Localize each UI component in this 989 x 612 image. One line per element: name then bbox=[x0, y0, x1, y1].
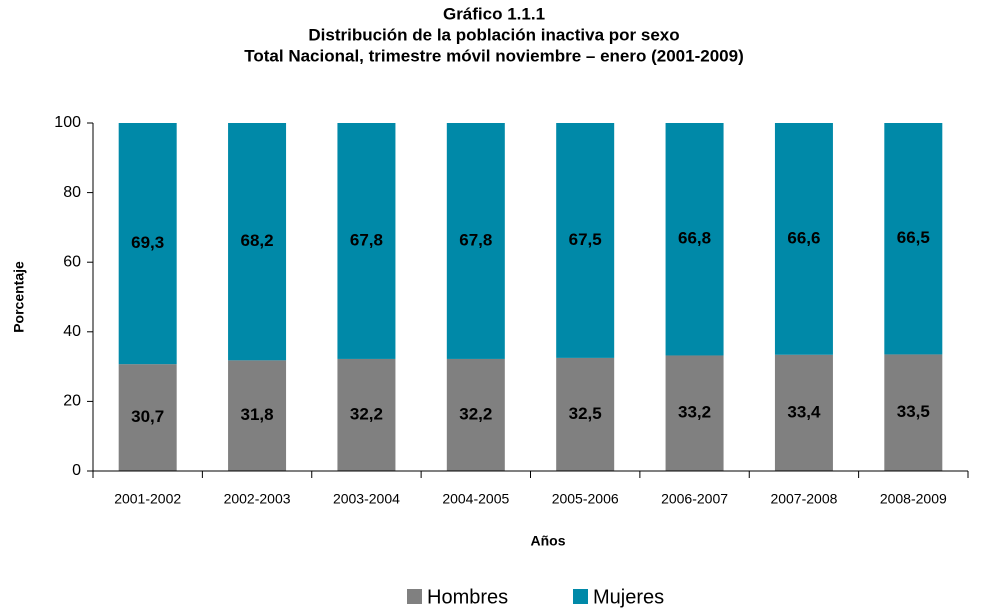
bar-segment bbox=[118, 123, 177, 365]
bar-segment bbox=[118, 364, 177, 471]
x-tick-label: 2002-2003 bbox=[224, 491, 291, 507]
chart-subtitle: Total Nacional, trimestre móvil noviembr… bbox=[244, 46, 743, 65]
data-label: 32,5 bbox=[569, 404, 602, 423]
data-label: 33,5 bbox=[897, 402, 930, 421]
data-label: 69,3 bbox=[131, 233, 164, 252]
bar-segment bbox=[228, 360, 287, 471]
chart-title: Gráfico 1.1.1 bbox=[443, 4, 545, 23]
bar-segment bbox=[665, 355, 724, 471]
data-label: 67,8 bbox=[459, 230, 492, 249]
bar-segment bbox=[446, 358, 505, 471]
y-tick-label: 40 bbox=[63, 323, 81, 340]
bar-segment bbox=[556, 123, 615, 358]
y-tick-label: 20 bbox=[63, 393, 81, 410]
data-label: 67,8 bbox=[350, 230, 383, 249]
y-tick-label: 80 bbox=[63, 184, 81, 201]
x-tick-label: 2006-2007 bbox=[661, 491, 728, 507]
data-label: 33,2 bbox=[678, 403, 711, 422]
data-label: 32,2 bbox=[459, 404, 492, 423]
data-label: 30,7 bbox=[131, 407, 164, 426]
y-tick-label: 60 bbox=[63, 253, 81, 270]
bar-segment bbox=[556, 357, 615, 471]
x-tick-label: 2001-2002 bbox=[114, 491, 181, 507]
x-tick-label: 2003-2004 bbox=[333, 491, 400, 507]
x-tick-label: 2008-2009 bbox=[880, 491, 947, 507]
bar-segment bbox=[228, 123, 287, 361]
data-label: 66,6 bbox=[787, 228, 820, 247]
legend-swatch bbox=[573, 589, 588, 604]
chart-subtitle: Distribución de la población inactiva po… bbox=[308, 25, 679, 44]
legend-swatch bbox=[407, 589, 422, 604]
data-label: 66,8 bbox=[678, 229, 711, 248]
bar-segment bbox=[337, 123, 396, 359]
x-tick-label: 2007-2008 bbox=[770, 491, 837, 507]
y-tick-label: 0 bbox=[72, 462, 81, 479]
bar-segment bbox=[446, 123, 505, 359]
bar-segment bbox=[665, 123, 724, 356]
x-tick-label: 2005-2006 bbox=[552, 491, 619, 507]
x-axis-title: Años bbox=[531, 533, 566, 549]
legend-label: Hombres bbox=[427, 586, 508, 608]
bar-segment bbox=[774, 354, 833, 471]
x-tick-label: 2004-2005 bbox=[442, 491, 509, 507]
data-label: 66,5 bbox=[897, 228, 930, 247]
y-tick-label: 100 bbox=[54, 114, 81, 131]
data-label: 33,4 bbox=[787, 402, 821, 421]
data-label: 32,2 bbox=[350, 404, 383, 423]
data-label: 67,5 bbox=[569, 230, 602, 249]
bar-segment bbox=[774, 123, 833, 355]
bar-segment bbox=[337, 358, 396, 471]
legend-label: Mujeres bbox=[593, 586, 664, 608]
data-label: 68,2 bbox=[241, 231, 274, 250]
bar-segment bbox=[884, 123, 943, 355]
bar-segment bbox=[884, 354, 943, 471]
data-label: 31,8 bbox=[241, 405, 274, 424]
y-axis-title: Porcentaje bbox=[11, 261, 27, 333]
